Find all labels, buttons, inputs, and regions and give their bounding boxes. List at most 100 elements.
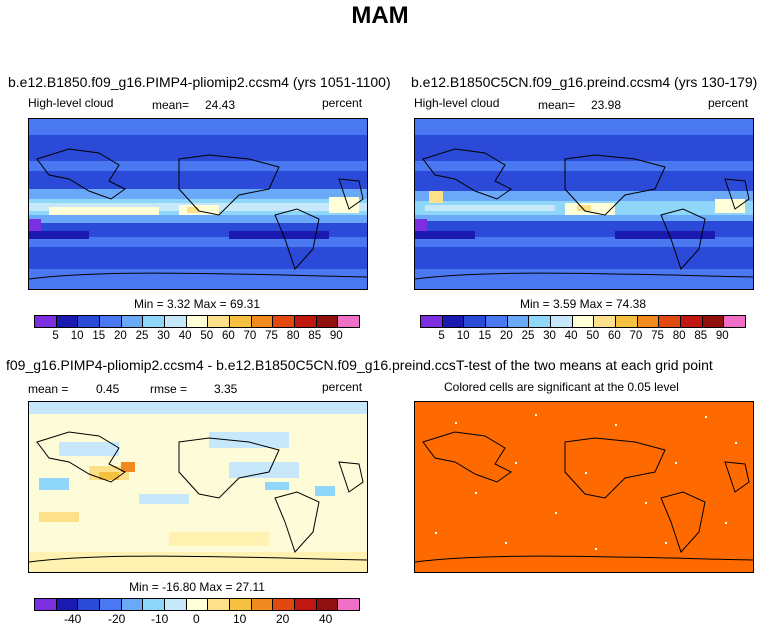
top-left-map <box>28 118 368 290</box>
bottom-right-map <box>414 401 754 573</box>
colorbar-swatch <box>702 316 725 327</box>
colorbar-tick: 80 <box>286 330 300 342</box>
colorbar-tick: 0 <box>193 612 200 626</box>
bottom-left-units: percent <box>322 380 363 394</box>
colorbar-swatch <box>208 316 231 327</box>
colorbar-swatch <box>594 316 617 327</box>
colorbar-tick: 40 <box>178 330 192 342</box>
colorbar-swatch <box>681 316 703 327</box>
top-right-minmax: Min = 3.59 Max = 74.38 <box>519 297 647 311</box>
top-right-mean-value: 23.98 <box>591 98 622 112</box>
colorbar-tick: 90 <box>329 330 343 342</box>
top-left-colorbar <box>34 315 360 328</box>
top-left-mean-value: 24.43 <box>205 98 236 112</box>
top-right-colorbar-ticks: 5 10 15 20 25 30 40 50 60 70 75 80 85 90 <box>420 330 744 342</box>
colorbar-tick: 70 <box>629 330 643 342</box>
colorbar-swatch <box>295 316 317 327</box>
top-right-map-field <box>415 119 753 289</box>
colorbar-swatch <box>78 599 101 610</box>
colorbar-tick: 85 <box>308 330 322 342</box>
colorbar-swatch <box>208 599 231 610</box>
colorbar-tick: 90 <box>715 330 729 342</box>
colorbar-tick: 20 <box>499 330 513 342</box>
colorbar-swatch <box>637 316 660 327</box>
colorbar-tick: -10 <box>151 612 169 626</box>
colorbar-tick: 75 <box>265 330 278 342</box>
colorbar-tick: 85 <box>694 330 708 342</box>
colorbar-swatch <box>100 316 122 327</box>
colorbar-tick: -20 <box>108 612 126 626</box>
colorbar-swatch <box>121 599 144 610</box>
bottom-left-map-field <box>29 402 367 572</box>
top-left-units: percent <box>322 96 363 110</box>
top-left-minmax: Min = 3.32 Max = 69.31 <box>133 297 261 311</box>
figure-title: MAM <box>351 2 409 29</box>
top-left-colorbar-ticks: 5 10 15 20 25 30 40 50 60 70 75 80 85 90 <box>34 330 358 342</box>
colorbar-tick: 80 <box>672 330 686 342</box>
colorbar-swatch <box>121 316 144 327</box>
colorbar-swatch <box>486 316 508 327</box>
top-right-units: percent <box>708 96 749 110</box>
bottom-left-colorbar <box>34 598 360 611</box>
colorbar-swatch <box>186 316 209 327</box>
colorbar-swatch <box>316 599 339 610</box>
colorbar-swatch <box>659 316 682 327</box>
top-right-mean-label: mean= <box>538 98 576 112</box>
colorbar-tick: 75 <box>651 330 664 342</box>
colorbar-tick: 50 <box>586 330 600 342</box>
colorbar-swatch <box>100 599 122 610</box>
colorbar-tick: 30 <box>543 330 556 342</box>
colorbar-swatch <box>338 316 360 327</box>
colorbar-tick: 30 <box>157 330 170 342</box>
colorbar-swatch <box>338 599 360 610</box>
colorbar-swatch <box>316 316 339 327</box>
colorbar-tick: 25 <box>521 330 535 342</box>
colorbar-swatch <box>251 599 274 610</box>
colorbar-tick: 60 <box>607 330 621 342</box>
colorbar-swatch <box>35 599 57 610</box>
colorbar-swatch <box>464 316 487 327</box>
top-left-case-title: b.e12.B1850.f09_g16.PIMP4-pliomip2.ccsm4… <box>8 74 391 90</box>
colorbar-tick: 20 <box>276 612 290 626</box>
top-right-colorbar <box>420 315 746 328</box>
colorbar-swatch <box>529 316 552 327</box>
top-right-case-title: b.e12.B1850C5CN.f09_g16.preind.ccsm4 (yr… <box>411 74 758 90</box>
colorbar-swatch <box>143 599 166 610</box>
colorbar-swatch <box>724 316 746 327</box>
top-right-map <box>414 118 754 290</box>
colorbar-swatch <box>273 316 296 327</box>
colorbar-tick: 10 <box>70 330 84 342</box>
colorbar-swatch <box>421 316 443 327</box>
colorbar-swatch <box>551 316 573 327</box>
top-left-variable: High-level cloud <box>28 96 114 110</box>
bottom-left-map <box>28 401 368 573</box>
top-right-variable: High-level cloud <box>414 96 500 110</box>
colorbar-swatch <box>230 599 252 610</box>
colorbar-swatch <box>165 599 187 610</box>
colorbar-swatch <box>616 316 638 327</box>
colorbar-tick: 20 <box>113 330 127 342</box>
colorbar-swatch <box>56 599 79 610</box>
colorbar-tick: 40 <box>564 330 578 342</box>
colorbar-tick: -40 <box>64 612 82 626</box>
colorbar-swatch <box>251 316 274 327</box>
colorbar-swatch <box>143 316 166 327</box>
colorbar-tick: 10 <box>456 330 470 342</box>
bottom-left-mean-label: mean = <box>28 382 69 396</box>
bottom-left-rmse-value: 3.35 <box>214 382 238 396</box>
colorbar-tick: 25 <box>135 330 149 342</box>
bottom-right-ttest-title: T-test of the two means at each grid poi… <box>456 357 713 373</box>
bottom-left-diff-title: f09_g16.PIMP4-pliomip2.ccsm4 - b.e12.B18… <box>6 357 476 373</box>
colorbar-tick: 50 <box>200 330 214 342</box>
colorbar-swatch <box>442 316 465 327</box>
colorbar-tick: 15 <box>478 330 492 342</box>
colorbar-swatch <box>35 316 57 327</box>
bottom-left-mean-value: 0.45 <box>96 382 120 396</box>
colorbar-tick: 5 <box>438 330 445 342</box>
colorbar-swatch <box>230 316 252 327</box>
top-left-map-field <box>29 119 367 289</box>
colorbar-swatch <box>273 599 296 610</box>
colorbar-tick: 40 <box>319 612 333 626</box>
colorbar-tick: 10 <box>233 612 247 626</box>
colorbar-swatch <box>186 599 209 610</box>
